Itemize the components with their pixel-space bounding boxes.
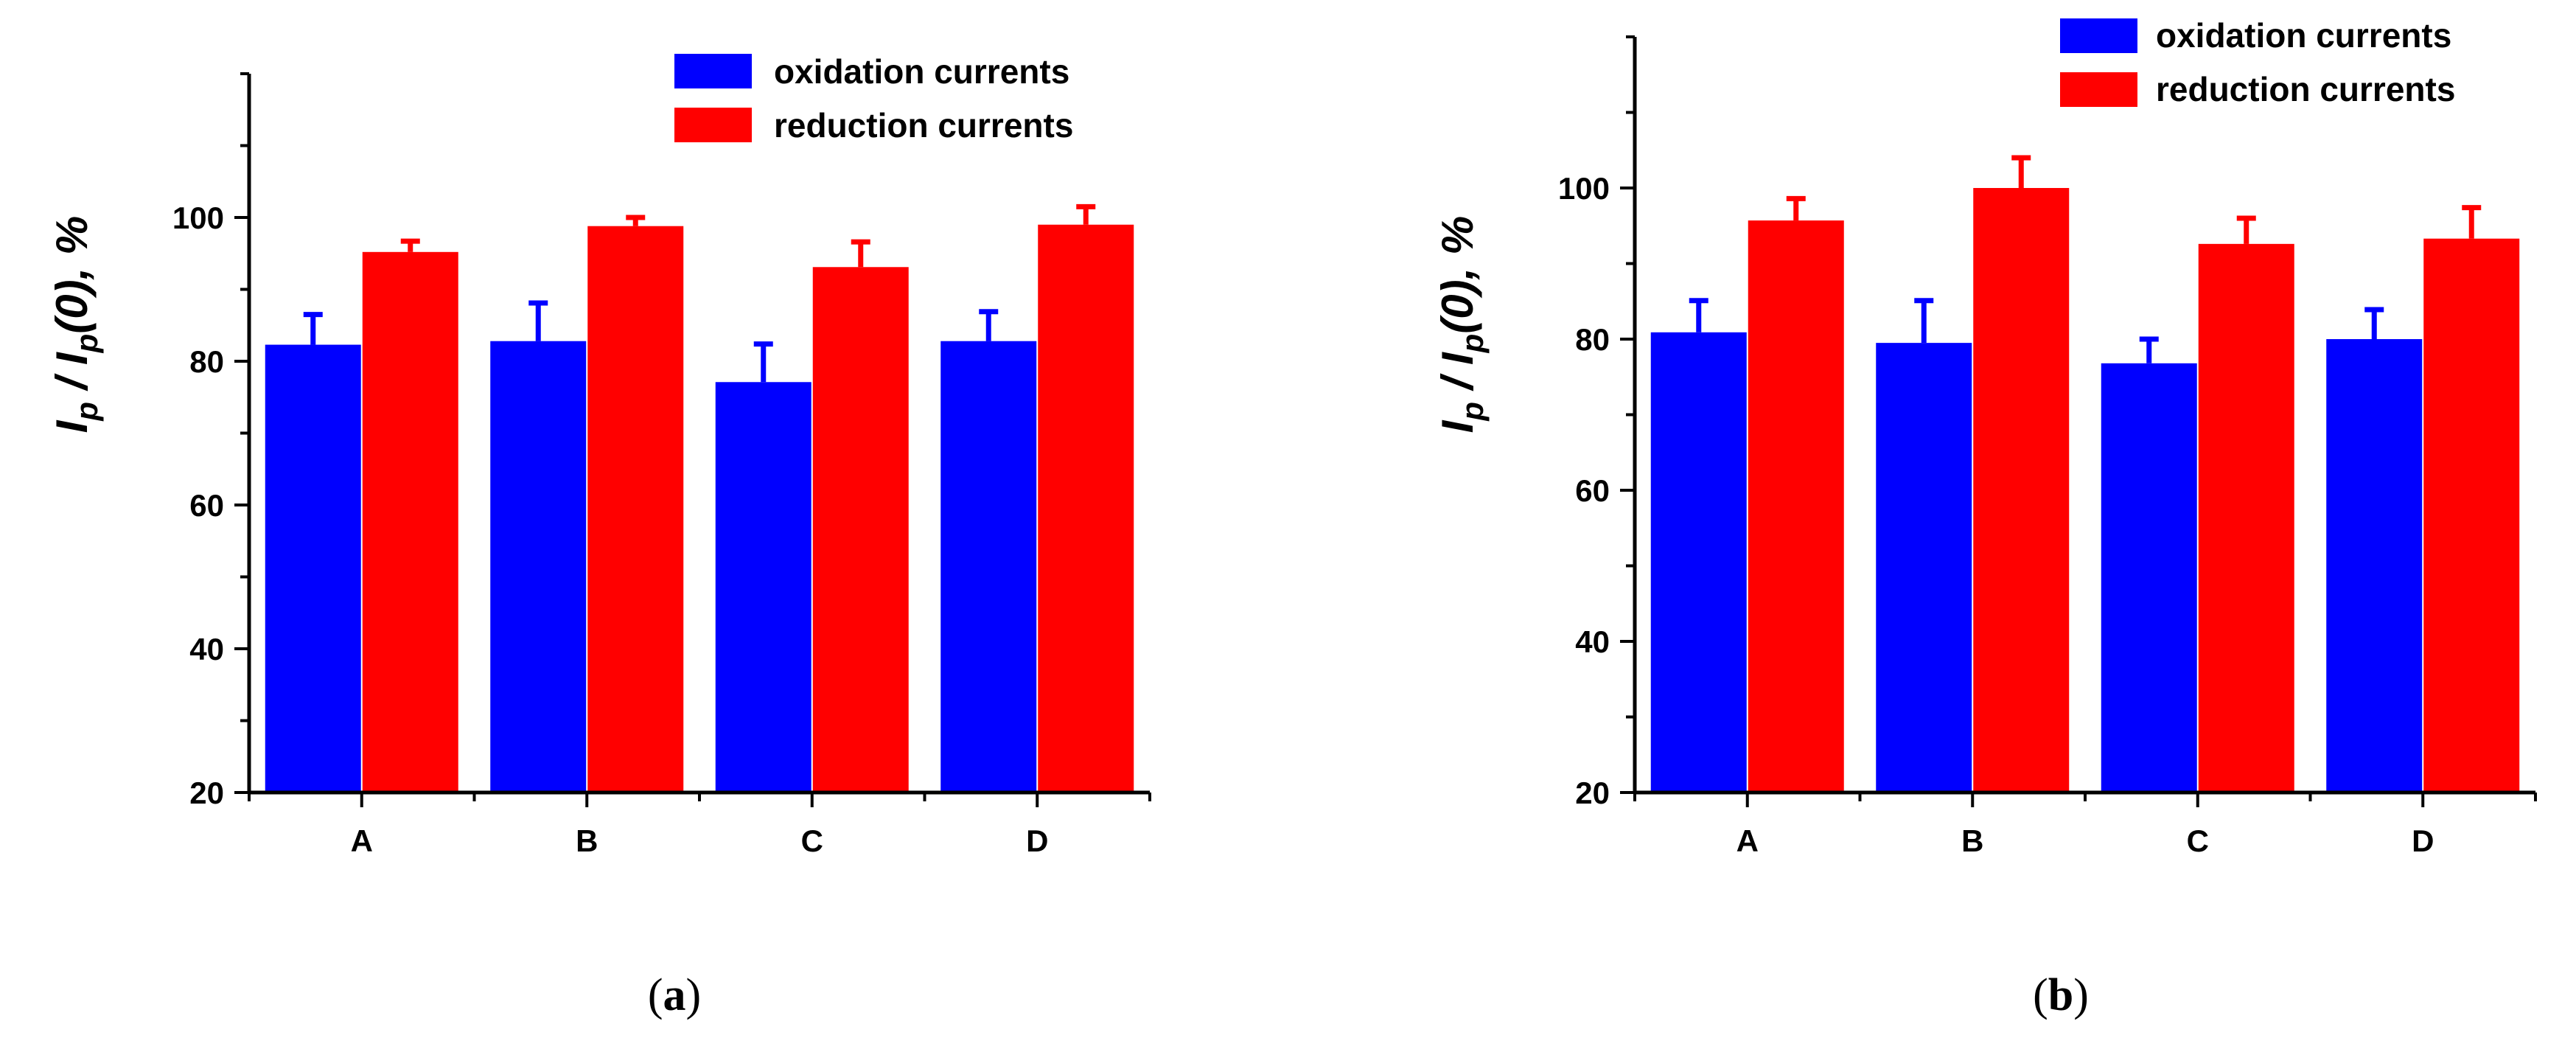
error-bar-oxidation-b: [528, 300, 548, 341]
error-bar-oxidation-d: [979, 309, 999, 341]
bar-reduction-b: [1973, 188, 2070, 793]
legend-label-reduction: reduction currents: [774, 106, 1073, 144]
y-tick-label: 20: [1575, 776, 1610, 810]
legend-swatch-reduction: [2060, 72, 2137, 107]
y-tick-label: 40: [189, 632, 224, 666]
legend-label-oxidation: oxidation currents: [774, 52, 1069, 91]
bar-oxidation-b: [1876, 343, 1972, 793]
y-tick-label: 20: [189, 776, 224, 810]
panel-caption-a: (a): [648, 970, 701, 1020]
bar-reduction-d: [1038, 224, 1134, 793]
legend: oxidation currents reduction currents: [674, 52, 1073, 144]
legend-swatch-oxidation: [2060, 18, 2137, 53]
legend-label-oxidation: oxidation currents: [2156, 16, 2451, 55]
svg-text:Ip / Ip(0), %: Ip / Ip(0), %: [1433, 216, 1490, 433]
error-bar-oxidation-a: [1689, 298, 1708, 332]
error-bar-oxidation-c: [753, 341, 773, 383]
y-tick-label: 60: [189, 488, 224, 523]
error-bar-oxidation-c: [2139, 336, 2159, 363]
bar-reduction-d: [2423, 238, 2520, 793]
y-axis-label: Ip / Ip(0), %: [47, 216, 104, 433]
legend-swatch-reduction: [674, 108, 752, 142]
y-tick-label: 100: [1558, 171, 1610, 206]
x-tick-label-a: A: [1736, 823, 1759, 858]
svg-text:Ip / Ip(0), %: Ip / Ip(0), %: [47, 216, 104, 433]
x-tick-label-d: D: [2412, 823, 2434, 858]
y-tick-label: 40: [1575, 624, 1610, 659]
bar-oxidation-d: [2326, 339, 2423, 793]
y-tick-label: 100: [172, 201, 224, 235]
x-tick-label-c: C: [2187, 823, 2209, 858]
bar-reduction-a: [1748, 220, 1844, 793]
bar-reduction-a: [362, 251, 458, 793]
x-tick-label-a: A: [351, 823, 373, 858]
axes: 20 40 60 80 100 A B C D: [1558, 35, 2537, 858]
chart-panel-b: Ip / Ip(0), % oxidation currents reducti…: [1433, 16, 2537, 1020]
legend: oxidation currents reduction currents: [2060, 16, 2455, 108]
y-tick-label: 60: [1575, 473, 1610, 508]
error-bar-oxidation-b: [1914, 298, 1934, 344]
bar-reduction-b: [587, 226, 684, 793]
bar-oxidation-c: [715, 382, 811, 793]
error-bar-reduction-d: [2462, 205, 2482, 239]
x-tick-label-b: B: [1961, 823, 1983, 858]
x-tick-label-c: C: [801, 823, 823, 858]
error-bar-oxidation-d: [2364, 307, 2384, 339]
error-bar-reduction-a: [1786, 195, 1806, 221]
y-tick-label: 80: [189, 344, 224, 379]
x-tick-label-b: B: [576, 823, 598, 858]
bar-oxidation-a: [265, 344, 361, 793]
bar-oxidation-c: [2101, 363, 2197, 793]
error-bar-reduction-d: [1076, 203, 1096, 225]
axes: 20 40 60 80 100 A B C D: [172, 72, 1151, 858]
bar-reduction-c: [2198, 243, 2294, 793]
error-bar-reduction-a: [400, 238, 420, 252]
chart-panel-a: Ip / Ip(0), % oxidation currents reducti…: [47, 52, 1151, 1020]
panel-caption-b: (b): [2033, 970, 2089, 1020]
y-tick-label: 80: [1575, 322, 1610, 357]
error-bar-reduction-c: [851, 239, 870, 268]
x-tick-label-d: D: [1026, 823, 1048, 858]
bar-oxidation-a: [1650, 332, 1747, 793]
bar-oxidation-d: [940, 341, 1037, 793]
error-bar-oxidation-a: [303, 312, 323, 345]
legend-label-reduction: reduction currents: [2156, 70, 2455, 108]
y-axis-label: Ip / Ip(0), %: [1433, 216, 1490, 433]
bar-oxidation-b: [490, 341, 587, 793]
error-bar-reduction-b: [626, 215, 646, 226]
error-bar-reduction-b: [2011, 155, 2031, 188]
bar-reduction-c: [812, 267, 909, 793]
legend-swatch-oxidation: [674, 54, 752, 88]
error-bar-reduction-c: [2236, 215, 2256, 244]
